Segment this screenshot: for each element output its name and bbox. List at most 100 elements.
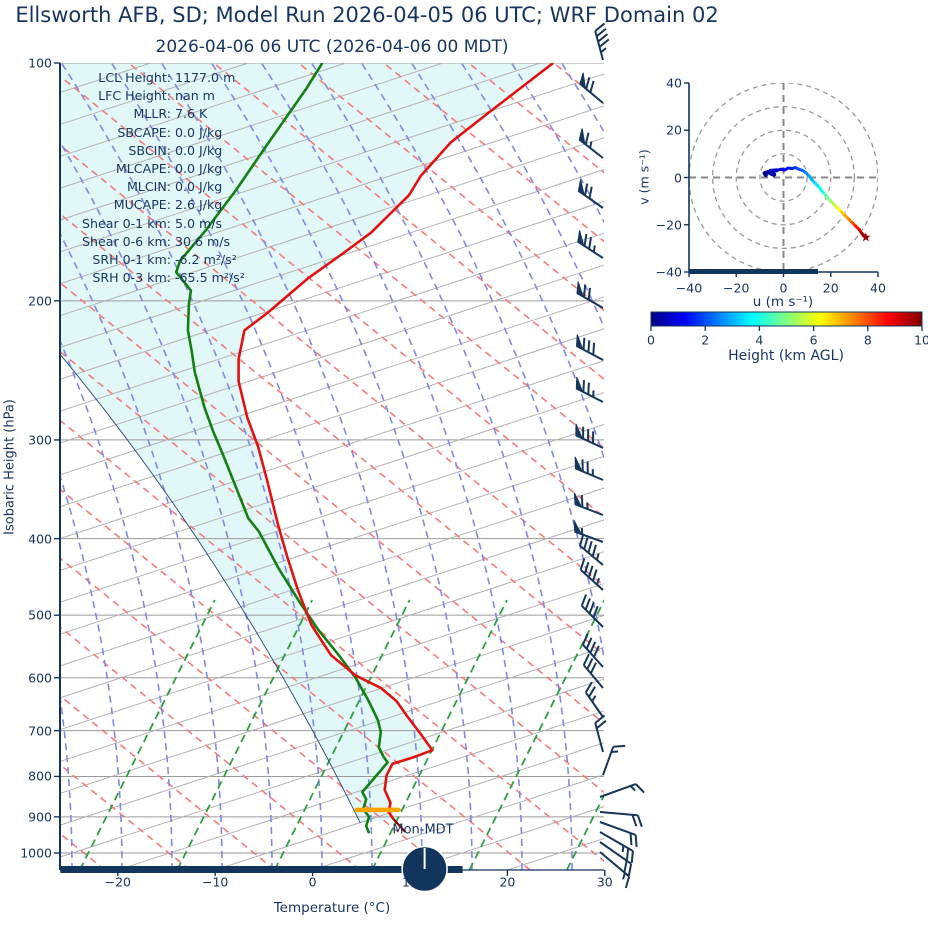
wind-barb-icon: [599, 821, 638, 848]
barb-full: [629, 833, 633, 846]
barb-full: [589, 641, 597, 654]
isotherm-line: [60, 63, 541, 221]
shaded-region: [60, 63, 554, 823]
barb-pennant: [577, 230, 585, 247]
hodograph-u-tick-label: 20: [822, 280, 839, 296]
temperature-tick-label: 20: [499, 874, 516, 890]
mixing-ratio-line: [664, 600, 799, 870]
index-value: -65.5 m²/s²: [175, 270, 245, 286]
barb-pennant: [574, 456, 583, 472]
temperature-curve: [237, 63, 554, 820]
mixing-ratio-line: [78, 599, 216, 870]
index-value: 0.0 J/kg: [175, 142, 223, 158]
pressure-axis-label: Isobaric Height (hPa): [2, 399, 18, 535]
barb-full: [636, 814, 643, 827]
parcel-trace-line: [60, 354, 361, 824]
hodograph-u-tick-label: 0: [779, 280, 788, 296]
wind-barb-icon: [578, 128, 604, 159]
isotherm-line: [60, 105, 604, 285]
barb-full: [586, 657, 594, 670]
temperature-tick-label: −10: [201, 874, 229, 890]
barb-half: [591, 695, 597, 702]
wind-barb-icon: [599, 783, 645, 798]
wind-barb-icon: [599, 841, 633, 876]
barb-full: [582, 284, 587, 298]
dry-adiabat-line: [213, 63, 604, 381]
hodograph-range-ring: [759, 153, 808, 202]
isotherm-line: [605, 63, 928, 870]
barb-staff: [599, 783, 637, 798]
barb-full: [583, 537, 589, 550]
hodograph-range-ring: [711, 105, 856, 250]
barb-staff: [599, 821, 637, 836]
wind-barb-icon: [574, 456, 604, 481]
moist-adiabat-line: [460, 63, 604, 329]
wind-barb-icon: [576, 281, 604, 309]
dry-adiabat-line: [60, 350, 604, 794]
barb-full: [588, 601, 595, 614]
barb-full: [587, 287, 591, 300]
moist-adiabat-line: [60, 140, 273, 870]
wind-barb-icon: [579, 558, 604, 591]
barb-full: [598, 38, 610, 48]
wind-barb-icon: [599, 811, 643, 827]
barb-full: [582, 653, 590, 666]
barb-full: [625, 848, 630, 861]
barb-full: [592, 605, 599, 618]
barb-full: [580, 495, 584, 508]
wind-barb-icon: [579, 533, 604, 566]
wind-barb-icon: [579, 72, 604, 104]
isotherm-line: [60, 360, 604, 540]
index-label: SBCAPE:: [117, 124, 171, 140]
isotherm-line: [800, 63, 928, 870]
time-marker-label: Mon-MDT: [392, 822, 454, 838]
barb-full: [584, 132, 590, 145]
hodograph-v-tick-label: 20: [666, 122, 682, 138]
sounding-index-row: SBCAPE: 0.0 J/kg: [60, 124, 245, 142]
moist-adiabat-line: [60, 231, 223, 870]
barb-full: [596, 27, 607, 38]
barb-full: [592, 342, 596, 355]
mixing-ratio-line: [762, 600, 897, 870]
mixing-ratio-line: [273, 599, 411, 870]
index-value: nan m: [175, 88, 215, 104]
isotherm-line: [60, 455, 604, 635]
pressure-tick-label: 200: [28, 293, 52, 309]
hodograph-u-tick-label: 40: [870, 280, 886, 296]
colorbar-tick-label: 6: [809, 332, 818, 348]
sounding-index-row: Shear 0-6 km: 30.6 m/s: [60, 233, 245, 251]
moist-adiabat-line: [60, 338, 173, 870]
hodograph-end-star-marker: [861, 232, 871, 242]
dry-adiabat-line: [298, 63, 604, 312]
wind-barb-icon: [584, 681, 604, 718]
wind-barb-icon: [573, 520, 604, 543]
moist-adiabat-line: [360, 63, 604, 664]
colorbar-tick-label: 8: [863, 332, 872, 348]
barb-full: [582, 337, 586, 350]
sounding-index-row: MLCIN: 0.0 J/kg: [60, 178, 245, 196]
dry-adiabat-line: [553, 63, 604, 105]
temperature-tick-label: 0: [308, 874, 317, 890]
wind-barb-icon: [594, 22, 610, 61]
pressure-tick-label: 900: [28, 809, 52, 825]
dry-adiabat-line: [468, 63, 604, 174]
barb-full: [597, 33, 609, 43]
index-value: 0.0 J/kg: [175, 161, 223, 177]
moist-adiabat-line: [160, 63, 423, 870]
hodograph-u-tick-label: −40: [675, 280, 703, 296]
barb-full: [594, 22, 606, 32]
barb-full: [585, 637, 593, 650]
barb-full: [587, 565, 594, 578]
barb-full: [583, 183, 589, 196]
barb-full: [589, 80, 595, 93]
pressure-tick-label: 100: [28, 55, 52, 71]
barb-pennant: [578, 128, 586, 146]
isotherm-line: [60, 73, 604, 253]
barb-half: [589, 141, 593, 149]
isotherm-line: [60, 169, 604, 348]
sounding-index-row: LCL Height: 1177.0 m: [60, 69, 245, 87]
sounding-index-row: MUCAPE: 2.6 J/kg: [60, 196, 245, 214]
isotherm-line: [60, 646, 604, 826]
barb-full: [591, 544, 597, 557]
